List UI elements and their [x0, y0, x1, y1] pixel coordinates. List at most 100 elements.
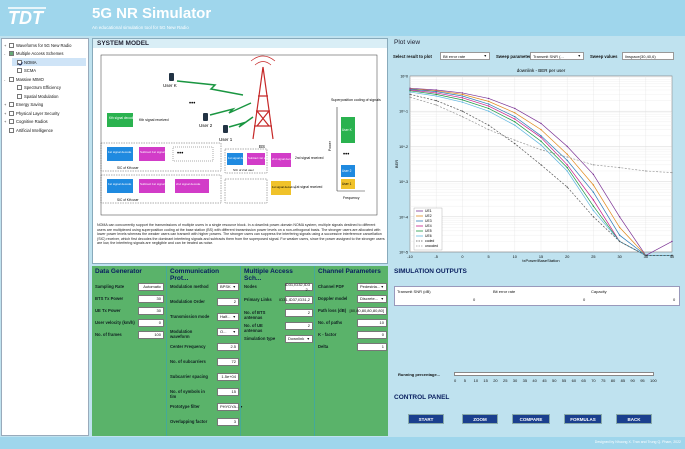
data-point	[540, 136, 542, 139]
param-dropdown[interactable]: O... ▼	[217, 328, 239, 336]
tree-checkbox[interactable]	[9, 119, 14, 124]
tree-checkbox[interactable]	[9, 127, 14, 133]
sweep-values-input[interactable]: linspace(30,40,6)	[622, 52, 674, 60]
param-input[interactable]: 0	[357, 331, 387, 339]
tree-checkbox[interactable]	[9, 51, 14, 56]
data-point	[487, 103, 490, 105]
tree-item[interactable]: NOMA	[12, 58, 86, 66]
tree-item[interactable]: Artificial Intelligence	[4, 126, 86, 134]
data-point	[514, 124, 516, 126]
tree-item[interactable]: Spectrum Efficiency	[12, 84, 86, 92]
tree-checkbox[interactable]	[17, 93, 22, 99]
tree-item[interactable]: + Physical Layer Security	[4, 109, 86, 117]
param-dropdown[interactable]: PHYDYA... ▼	[217, 403, 243, 411]
data-point	[566, 145, 568, 148]
back-button[interactable]: BACK	[616, 414, 652, 424]
tree-item[interactable]: - Massive MIMO	[4, 75, 86, 83]
chevron-down-icon: ▼	[380, 296, 384, 301]
tree-item-label: Cognitive Radios	[16, 119, 48, 124]
param-input[interactable]: 1.5e+04	[217, 373, 239, 381]
tree-item[interactable]: SCMA	[12, 67, 86, 75]
param-input[interactable]: 2	[285, 322, 313, 330]
expand-icon[interactable]: +	[4, 42, 7, 48]
bs-label: BS	[259, 144, 265, 149]
collapse-icon[interactable]: -	[4, 76, 6, 82]
param-input[interactable]: 15	[217, 388, 239, 396]
tree-checkbox[interactable]	[9, 76, 14, 82]
tree-item[interactable]: Spatial Modulation	[12, 92, 86, 100]
tree-item-label: Physical Layer Security	[16, 110, 60, 116]
tree-item[interactable]: + Waveforms for 5G New Radio	[4, 41, 86, 49]
param-dropdown[interactable]: Pedestria... ▼	[357, 283, 387, 291]
param-input[interactable]: 2	[285, 309, 313, 317]
superpos-dots: •••	[343, 152, 349, 158]
chart-xlabel: txPower/BaseStation	[522, 258, 559, 263]
data-point	[592, 205, 595, 207]
param-label: Modulation method	[170, 284, 209, 289]
param-dropdown[interactable]: Half... ▼	[217, 313, 239, 321]
param-input[interactable]: 72	[217, 358, 239, 366]
y-tick-label: 10^-5	[399, 251, 408, 255]
data-point	[566, 164, 568, 166]
param-input[interactable]: ID31,ID32,ID3 2..	[285, 282, 313, 292]
param-label: UE Tx Power	[95, 308, 121, 313]
chevron-down-icon: ▼	[239, 404, 243, 409]
param-input[interactable]: 100	[138, 331, 164, 339]
param-input[interactable]: 30	[138, 307, 164, 315]
legend-label: UE1	[425, 209, 432, 213]
data-point	[514, 112, 516, 114]
param-input[interactable]: ID31,ID37,ID31,2	[279, 296, 313, 304]
data-point	[435, 95, 437, 97]
formulas-button[interactable]: FORMULAS	[564, 414, 602, 424]
expand-icon[interactable]: +	[4, 119, 7, 124]
param-input[interactable]: 1	[357, 343, 387, 351]
expand-icon[interactable]: +	[4, 102, 7, 107]
param-dropdown[interactable]: BPSK ▼	[217, 283, 239, 291]
tree-checkbox[interactable]	[17, 59, 22, 65]
param-input[interactable]: [80,80,80,80,80,80]	[350, 307, 387, 315]
simulation-outputs-panel: SIMULATION OUTPUTS Transmit SNR (dB) Bit…	[390, 266, 684, 392]
data-point	[487, 128, 490, 131]
logo-text: TDT	[8, 8, 45, 28]
progress-tick-label: 40	[532, 378, 537, 383]
param-input[interactable]: 30	[138, 295, 164, 303]
tree-checkbox[interactable]	[9, 110, 14, 116]
expand-icon[interactable]: +	[4, 110, 7, 116]
param-value: 2	[233, 299, 236, 305]
param-input[interactable]: 2.5	[217, 343, 239, 351]
data-point	[540, 122, 542, 125]
param-value: 30	[156, 308, 161, 314]
tree-item[interactable]: + Energy Saving	[4, 101, 86, 109]
collapse-icon[interactable]: -	[4, 51, 6, 56]
data-point	[540, 164, 542, 166]
param-value: ID31,ID37,ID31,2	[279, 297, 310, 303]
progress-tick-label: 50	[552, 378, 557, 383]
param-input[interactable]: 2	[217, 298, 239, 306]
select-result-dropdown[interactable]: Bit error rate ▼	[440, 52, 490, 60]
x-tick-label: 25	[591, 255, 595, 259]
data-point	[592, 209, 595, 212]
param-input[interactable]: 10	[357, 319, 387, 327]
data-point	[592, 184, 595, 186]
param-input[interactable]: 0	[138, 319, 164, 327]
user1-label: User 1	[219, 137, 233, 142]
param-input[interactable]: Automatic	[138, 283, 164, 291]
tree-checkbox[interactable]	[9, 102, 14, 107]
param-dropdown[interactable]: Discrete... ▼	[357, 295, 387, 303]
param-label: No. of paths	[318, 320, 343, 325]
tree-item[interactable]: + Cognitive Radios	[4, 118, 86, 126]
param-input[interactable]: 3	[217, 418, 239, 426]
zoom-button[interactable]: ZOOM	[462, 414, 498, 424]
chevron-down-icon: ▼	[380, 284, 384, 289]
compare-button[interactable]: COMPARE	[512, 414, 550, 424]
tree-item[interactable]: - Multiple Access Schemes	[4, 50, 86, 58]
start-button[interactable]: START	[408, 414, 444, 424]
data-point	[566, 166, 568, 169]
param-dropdown[interactable]: Downlink ▼	[285, 335, 313, 343]
tree-checkbox[interactable]	[17, 68, 22, 73]
tree-checkbox[interactable]	[17, 85, 22, 90]
sweep-parameter-dropdown[interactable]: Transmit SNR (... ▼	[530, 52, 584, 60]
data-point	[409, 93, 411, 96]
tree-checkbox[interactable]	[9, 42, 14, 48]
tree-item-label: Waveforms for 5G New Radio	[16, 42, 72, 48]
